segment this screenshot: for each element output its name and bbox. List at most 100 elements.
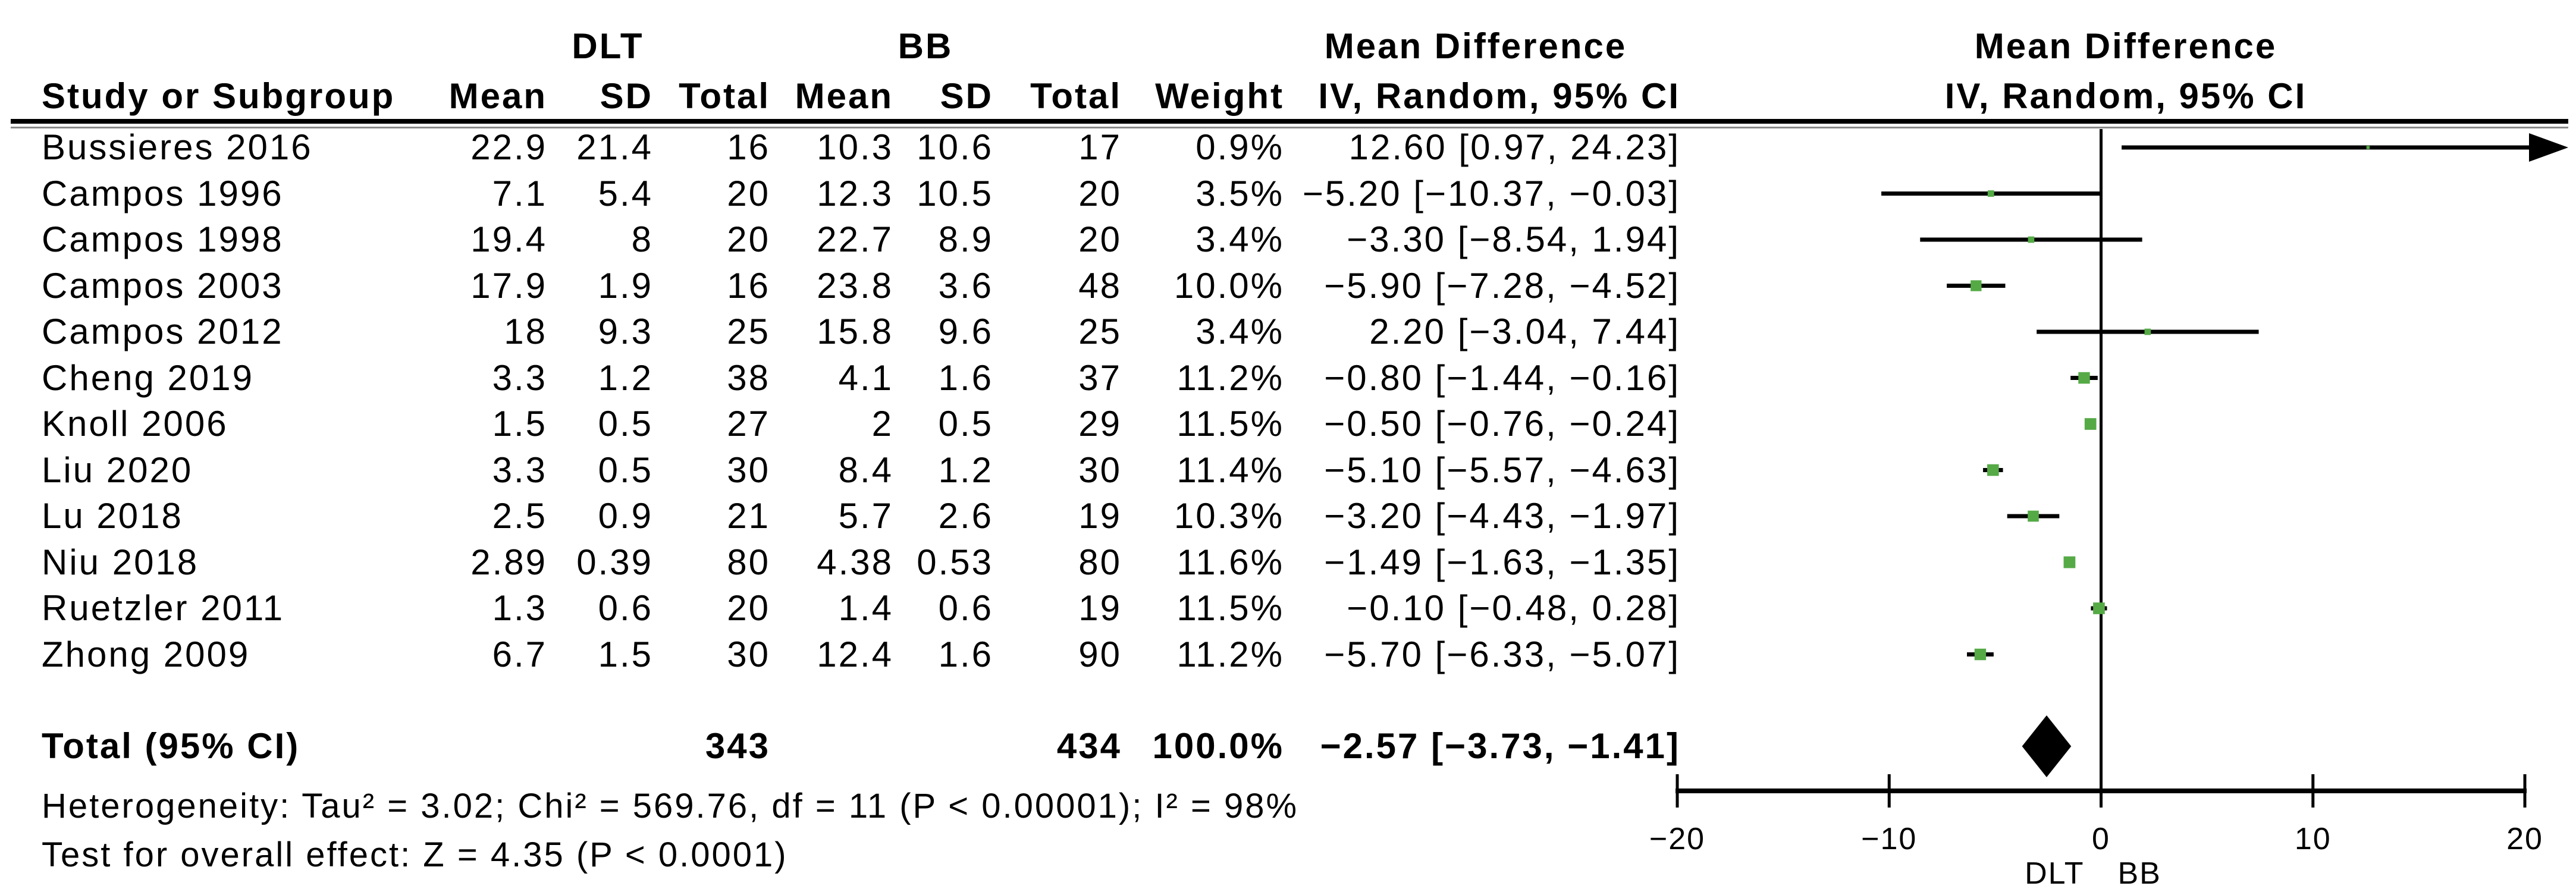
study-weight: 11.6% — [1176, 542, 1284, 582]
study-total2: 29 — [1078, 404, 1122, 444]
study-total2: 25 — [1078, 312, 1122, 352]
study-sd2: 1.6 — [938, 357, 993, 398]
axis-tick — [1887, 774, 1891, 808]
total1-column-header: Total — [679, 76, 770, 116]
study-mean2: 12.4 — [817, 634, 893, 674]
study-total1: 25 — [727, 312, 770, 352]
effect-marker — [1987, 190, 1994, 197]
total-row: Total (95% CI) 343 434 100.0% −2.57 [−3.… — [0, 723, 1683, 769]
study-sd1: 0.9 — [598, 496, 653, 536]
effect-marker — [2028, 510, 2039, 522]
study-mean2: 1.4 — [838, 588, 893, 629]
total-label: Total (95% CI) — [42, 726, 300, 766]
study-name: Liu 2020 — [42, 450, 193, 490]
study-total2: 80 — [1078, 542, 1122, 582]
study-mean2: 15.8 — [817, 312, 893, 352]
ci-line-extension — [2525, 145, 2529, 150]
study-total1: 16 — [727, 127, 770, 168]
study-weight: 0.9% — [1196, 127, 1284, 168]
axis-tick-label: −10 — [1861, 822, 1917, 856]
table-row: Campos 1996 7.1 5.4 20 12.3 10.5 20 3.5% −5.20 [… — [0, 171, 1683, 217]
study-sd1: 0.6 — [598, 588, 653, 629]
study-sd2: 3.6 — [938, 265, 993, 306]
ci-line — [2122, 145, 2525, 150]
study-sd1: 5.4 — [598, 173, 653, 213]
study-name: Campos 2003 — [42, 265, 284, 306]
study-sd1: 0.39 — [576, 542, 653, 582]
study-name: Campos 1996 — [42, 173, 284, 213]
study-sd2: 2.6 — [938, 496, 993, 536]
study-sd2: 0.5 — [938, 404, 993, 444]
study-weight: 10.3% — [1174, 496, 1284, 536]
study-weight: 11.2% — [1176, 634, 1284, 674]
study-weight: 3.5% — [1196, 173, 1284, 213]
study-total1: 30 — [727, 450, 770, 490]
study-mean1: 6.7 — [492, 634, 547, 674]
study-mean2: 23.8 — [817, 265, 893, 306]
study-total1: 20 — [727, 588, 770, 629]
effect-marker — [2084, 418, 2097, 430]
ci-line — [2085, 422, 2096, 426]
axis-tick-label: 10 — [2295, 822, 2332, 856]
arrow-right-icon — [2529, 133, 2568, 162]
ci-line — [1947, 284, 2006, 288]
study-total2: 37 — [1078, 357, 1122, 398]
table-row: Niu 2018 2.89 0.39 80 4.38 0.53 80 11.6% −1.49 [… — [0, 539, 1683, 586]
study-name: Niu 2018 — [42, 542, 199, 582]
study-mean1: 3.3 — [492, 357, 547, 398]
study-mean1: 17.9 — [470, 265, 547, 306]
study-mean1: 3.3 — [492, 450, 547, 490]
ci-plot-header: IV, Random, 95% CI — [1944, 76, 2307, 116]
study-total1: 80 — [727, 542, 770, 582]
axis-tick — [2100, 774, 2103, 808]
study-ci-text: −5.20 [−10.37, −0.03] — [1302, 173, 1680, 213]
study-mean1: 2.89 — [470, 542, 547, 582]
effect-marker — [1974, 648, 1987, 661]
study-sd1: 1.9 — [598, 265, 653, 306]
study-ci-text: −3.20 [−4.43, −1.97] — [1324, 496, 1680, 536]
effect-marker — [2093, 602, 2105, 614]
study-weight: 3.4% — [1196, 312, 1284, 352]
study-sd1: 0.5 — [598, 404, 653, 444]
group2-header-label: BB — [898, 26, 953, 66]
ci-line — [1881, 191, 2101, 196]
study-ci-text: −1.49 [−1.63, −1.35] — [1324, 542, 1680, 582]
table-row: Ruetzler 2011 1.3 0.6 20 1.4 0.6 19 11.5% −0.10 … — [0, 585, 1683, 632]
study-mean1: 18 — [504, 312, 547, 352]
ci-line — [2007, 514, 2060, 519]
study-total2: 20 — [1078, 173, 1122, 213]
study-sd1: 0.5 — [598, 450, 653, 490]
total-ci-text: −2.57 [−3.73, −1.41] — [1320, 726, 1680, 766]
effect-marker — [2028, 236, 2035, 243]
study-sd2: 10.5 — [917, 173, 993, 213]
table-row: Knoll 2006 1.5 0.5 27 2 0.5 29 11.5% −0.50 [−0.7… — [0, 401, 1683, 447]
header-separator-rule-shadow — [11, 127, 2568, 128]
study-weight: 11.5% — [1176, 404, 1284, 444]
total-group2-n: 434 — [1056, 726, 1122, 766]
study-sd2: 9.6 — [938, 312, 993, 352]
heterogeneity-note: Heterogeneity: Tau² = 3.02; Chi² = 569.7… — [42, 787, 1299, 825]
ci-line — [2070, 376, 2098, 380]
study-sd2: 8.9 — [938, 219, 993, 260]
total-group1-n: 343 — [705, 726, 770, 766]
study-sd2: 0.53 — [917, 542, 993, 582]
axis-tick-label: 0 — [2092, 822, 2110, 856]
group1-header-label: DLT — [572, 26, 644, 66]
sd1-column-header: SD — [600, 76, 653, 116]
study-name: Campos 1998 — [42, 219, 284, 260]
study-sd1: 1.2 — [598, 357, 653, 398]
study-weight: 10.0% — [1174, 265, 1284, 306]
study-name: Zhong 2009 — [42, 634, 250, 674]
table-row: Lu 2018 2.5 0.9 21 5.7 2.6 19 10.3% −3.20 [−4.43… — [0, 493, 1683, 539]
ci-column-header: IV, Random, 95% CI — [1318, 76, 1680, 116]
ci-line — [2066, 560, 2073, 564]
effect-marker — [2063, 556, 2076, 568]
table-row: Campos 1998 19.4 8 20 22.7 8.9 20 3.4% −3.30 [−8… — [0, 216, 1683, 263]
axis-tick — [2523, 774, 2527, 808]
effect-marker — [1971, 280, 1982, 291]
study-sd2: 10.6 — [917, 127, 993, 168]
study-ci-text: 2.20 [−3.04, 7.44] — [1369, 312, 1680, 352]
header-separator-rule — [11, 119, 2568, 124]
study-ci-text: −5.90 [−7.28, −4.52] — [1324, 265, 1680, 306]
